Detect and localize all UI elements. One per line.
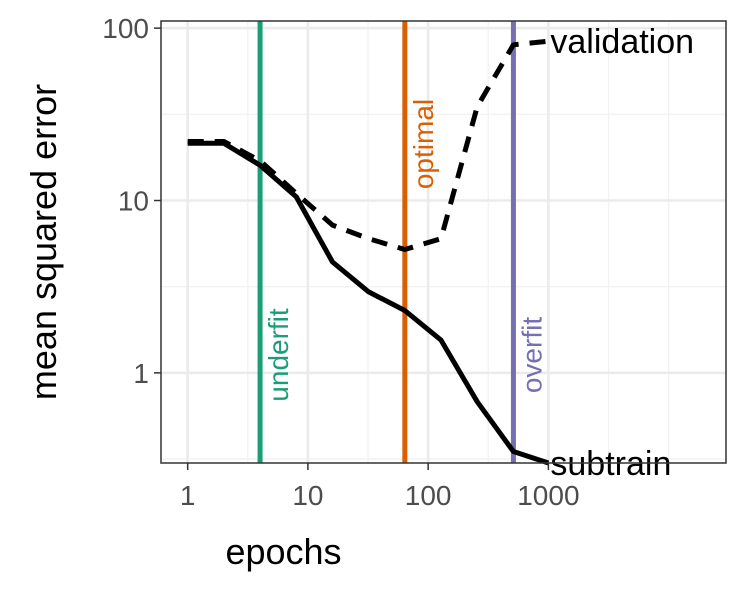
plot-panel-border	[160, 20, 727, 464]
series-lines	[187, 38, 550, 466]
vline-label-optimal: optimal	[408, 99, 439, 189]
vertical-lines: underfit optimal overfit	[257, 21, 547, 463]
y-tick-label: 1	[133, 358, 149, 389]
x-axis-title: epochs	[225, 531, 341, 572]
axes: 1 10 100 1000 1 10 100	[102, 13, 579, 511]
series-labels: subtrain validation	[550, 23, 694, 483]
y-axis-title: mean squared error	[23, 84, 64, 400]
y-tick-label: 10	[118, 186, 149, 217]
x-tick-label: 1000	[517, 480, 579, 511]
series-line-validation	[187, 38, 549, 252]
vline-label-underfit: underfit	[263, 308, 294, 402]
x-tick-label: 1	[180, 480, 196, 511]
vline-label-overfit: overfit	[516, 317, 547, 393]
series-label-validation: validation	[550, 23, 694, 61]
x-tick-label: 10	[292, 480, 323, 511]
y-tick-label: 100	[102, 13, 149, 44]
grid	[161, 21, 726, 463]
series-line-subtrain	[187, 140, 550, 466]
x-tick-label: 100	[405, 480, 452, 511]
series-label-subtrain: subtrain	[550, 445, 671, 483]
